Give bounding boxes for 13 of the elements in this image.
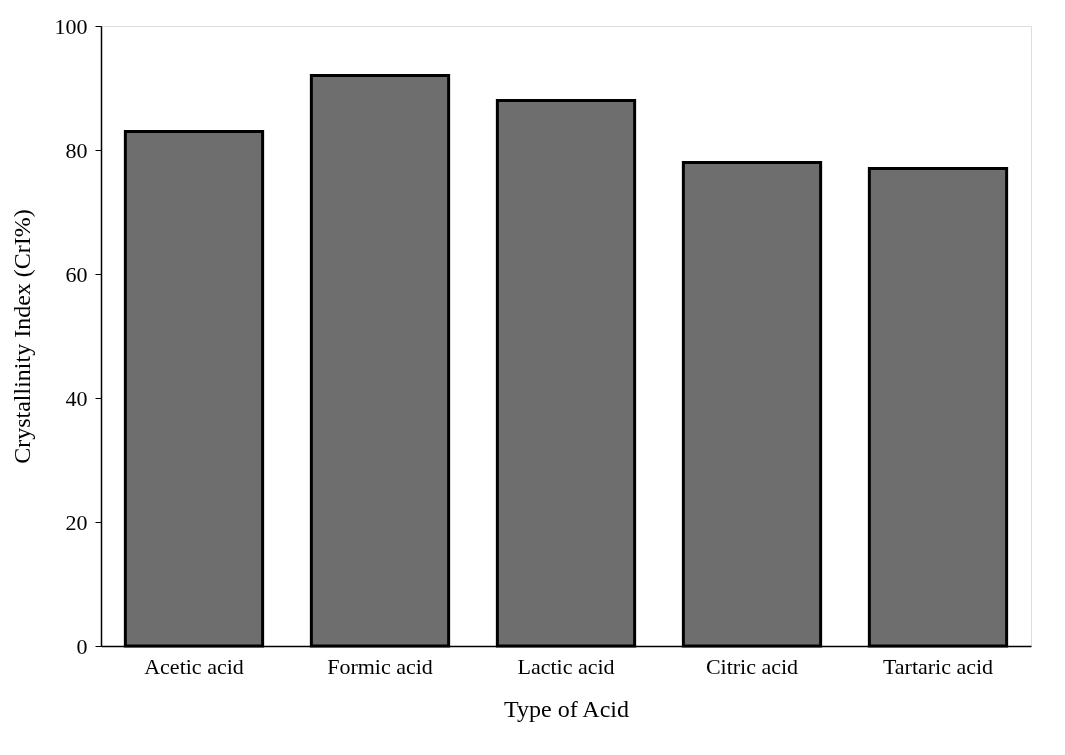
- x-axis-title: Type of Acid: [504, 695, 629, 722]
- x-tick-label: Lactic acid: [517, 653, 615, 679]
- y-tick-label: 100: [54, 13, 88, 39]
- y-tick-label: 80: [65, 137, 88, 163]
- y-tick-label: 40: [65, 385, 88, 411]
- x-tick-label: Acetic acid: [144, 653, 244, 679]
- x-tick-label: Formic acid: [327, 653, 433, 679]
- y-axis-title: Crystallinity Index (CrI%): [8, 209, 35, 464]
- x-tick-label: Citric acid: [705, 653, 799, 679]
- y-tick-label: 0: [76, 633, 88, 659]
- y-tick-label: 20: [65, 509, 88, 535]
- x-tick-label: Tartaric acid: [882, 653, 994, 679]
- y-tick-label: 60: [65, 261, 88, 287]
